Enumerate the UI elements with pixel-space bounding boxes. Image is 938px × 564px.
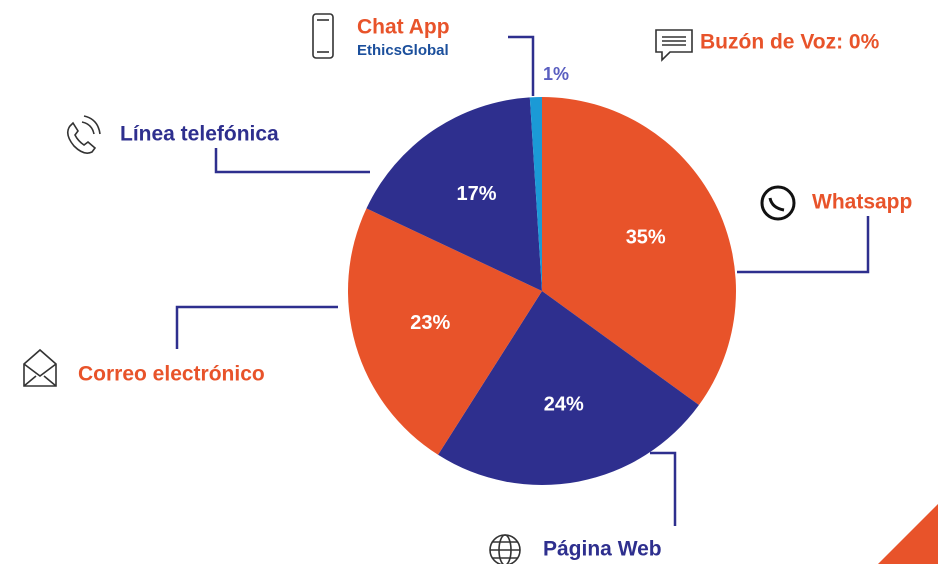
phone-icon [312,13,334,59]
leader-line [175,305,338,349]
category-label: Página Web [543,538,662,561]
leader-line [508,35,535,96]
pie-slice [438,291,699,485]
value-label: 35% [626,226,666,248]
category-label: Chat App [357,16,450,39]
value-label: 1% [543,64,569,84]
message-icon [655,29,693,62]
pie-slice [366,97,542,291]
handset-icon [66,115,101,154]
leader-line [214,148,370,174]
category-label: Correo electrónico [78,363,265,386]
leader-line [737,216,870,274]
pie-slice [542,97,736,406]
category-label: Línea telefónica [120,123,279,146]
value-label: 24% [544,394,584,416]
whatsapp-icon [760,185,796,221]
globe-icon [489,534,521,564]
pie-slice [348,208,542,455]
envelope-icon [23,348,57,387]
category-label: Whatsapp [812,191,912,214]
leader-line [650,451,677,526]
category-label: Buzón de Voz: 0% [700,31,880,54]
corner-decoration [878,504,938,564]
pie-slice [529,97,542,291]
value-label: 17% [457,183,497,205]
brand-text: EthicsGlobal [357,42,449,59]
value-label: 23% [410,312,450,334]
